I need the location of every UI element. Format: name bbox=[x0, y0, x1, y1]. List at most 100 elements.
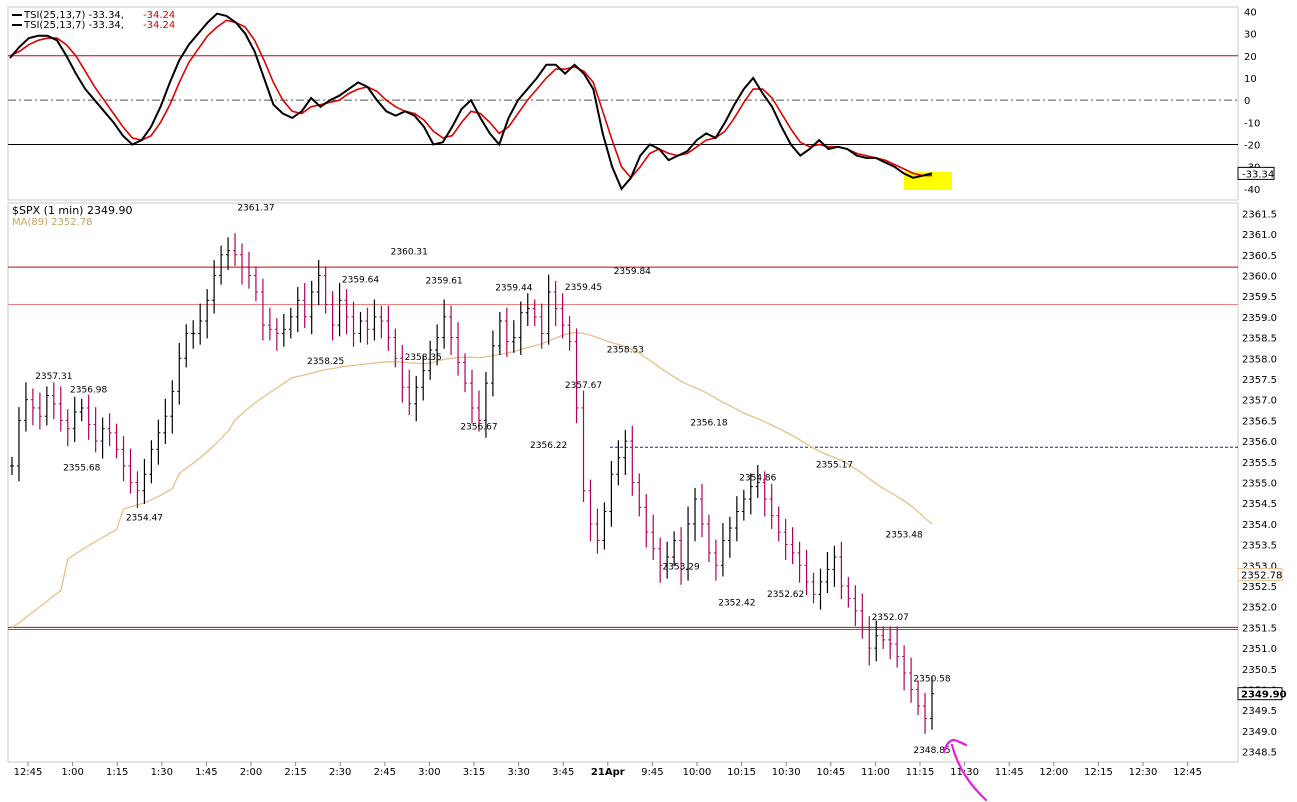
price-bar bbox=[274, 318, 279, 351]
tsi-tick-label: 10 bbox=[1244, 74, 1257, 85]
price-bar bbox=[651, 514, 656, 560]
price-bar bbox=[86, 394, 91, 440]
x-tick-label: 3:15 bbox=[463, 767, 485, 778]
price-bar bbox=[895, 626, 900, 668]
price-bar bbox=[330, 291, 335, 341]
price-bar bbox=[393, 328, 398, 368]
x-tick-label: 10:45 bbox=[816, 767, 845, 778]
price-extreme-label: 2354.86 bbox=[739, 473, 776, 483]
ma-legend: MA(89) 2352.78 bbox=[12, 217, 93, 228]
x-tick-label: 10:30 bbox=[772, 767, 801, 778]
price-bar bbox=[135, 471, 140, 509]
price-extreme-label: 2353.29 bbox=[662, 562, 699, 572]
x-tick-label: 12:45 bbox=[1173, 767, 1202, 778]
price-bar bbox=[630, 425, 635, 496]
tsi-signal-line bbox=[9, 19, 932, 180]
price-bar bbox=[511, 320, 516, 353]
price-extreme-label: 2358.25 bbox=[307, 357, 344, 367]
price-bar bbox=[79, 398, 84, 422]
price-bar bbox=[456, 322, 461, 376]
tsi-tick-label: -10 bbox=[1244, 118, 1260, 129]
price-bar bbox=[902, 645, 907, 691]
price-tick-label: 2359.0 bbox=[1242, 313, 1277, 324]
price-bar bbox=[323, 266, 328, 314]
price-panel: 2361.5 2361.0 2360.5 2360.0 2359.5 2359.0 2358… bbox=[8, 204, 1287, 759]
tsi-tick-label: 20 bbox=[1244, 52, 1257, 63]
price-bar bbox=[107, 413, 112, 447]
price-bar bbox=[923, 692, 928, 734]
price-bar bbox=[421, 355, 426, 401]
price-bar bbox=[483, 371, 488, 438]
price-bar bbox=[23, 382, 28, 432]
price-bar bbox=[867, 616, 872, 666]
price-extreme-label: 2352.62 bbox=[767, 590, 804, 600]
price-tick-label: 2353.5 bbox=[1242, 541, 1277, 552]
price-bar bbox=[156, 419, 161, 465]
price-bar bbox=[281, 313, 286, 347]
price-bar bbox=[595, 508, 600, 554]
tsi-line bbox=[9, 12, 933, 191]
x-axis: 12:45 1:00 1:15 1:30 1:45 2:00 2:15 2:30 2:45 3:0… bbox=[14, 762, 1202, 778]
price-extreme-label: 2359.61 bbox=[426, 277, 463, 287]
price-bar bbox=[588, 479, 593, 542]
price-bar bbox=[316, 260, 321, 306]
price-bar bbox=[191, 320, 196, 349]
price-bar bbox=[853, 585, 858, 627]
x-tick-label: 12:15 bbox=[1084, 767, 1113, 778]
price-bar bbox=[407, 369, 412, 416]
price-bar bbox=[414, 376, 419, 422]
price-bar bbox=[163, 398, 168, 444]
price-bar bbox=[100, 417, 105, 459]
price-bar bbox=[909, 657, 914, 703]
price-extreme-label: 2352.42 bbox=[718, 598, 755, 608]
price-bar bbox=[839, 541, 844, 600]
price-bar bbox=[372, 299, 377, 341]
price-bar bbox=[755, 465, 760, 498]
price-bar bbox=[449, 305, 454, 355]
x-tick-label: 9:45 bbox=[641, 767, 663, 778]
price-tick-label: 2354.5 bbox=[1242, 499, 1277, 510]
x-tick-label: 21Apr bbox=[591, 767, 625, 778]
price-bar bbox=[581, 390, 586, 502]
price-bar bbox=[205, 289, 210, 339]
price-tick-label: 2355.0 bbox=[1242, 479, 1277, 490]
price-bar bbox=[219, 245, 224, 285]
tsi-last-value-box bbox=[1237, 166, 1275, 180]
price-bar bbox=[497, 311, 502, 355]
price-bar bbox=[804, 549, 809, 596]
x-tick-label: 2:15 bbox=[284, 767, 306, 778]
price-extreme-label: 2356.22 bbox=[530, 441, 567, 451]
price-bar bbox=[706, 514, 711, 563]
price-tick-label: 2353.0 bbox=[1242, 561, 1277, 572]
price-bar bbox=[16, 407, 21, 482]
ma-value-box bbox=[1237, 567, 1283, 581]
x-tick-label: 2:00 bbox=[240, 767, 262, 778]
price-extreme-label: 2361.37 bbox=[237, 204, 274, 214]
price-bar bbox=[762, 471, 767, 517]
price-bar bbox=[783, 518, 788, 560]
price-bar bbox=[435, 324, 440, 366]
price-bar bbox=[198, 303, 203, 345]
price-extreme-label: 2359.45 bbox=[565, 283, 602, 293]
price-bar bbox=[65, 409, 70, 447]
price-bar bbox=[518, 301, 523, 355]
price-bar bbox=[616, 440, 621, 486]
price-bar bbox=[846, 576, 851, 608]
price-tick-label: 2358.5 bbox=[1242, 334, 1277, 345]
price-bar bbox=[560, 293, 565, 339]
x-tick-label: 3:45 bbox=[552, 767, 574, 778]
last-price-box bbox=[1237, 687, 1283, 701]
price-tick-label: 2357.5 bbox=[1242, 375, 1277, 386]
price-extreme-label: 2356.98 bbox=[70, 386, 107, 396]
price-extreme-label: 2350.58 bbox=[913, 675, 950, 685]
price-bar bbox=[553, 280, 558, 326]
price-bar bbox=[240, 243, 244, 285]
price-bar bbox=[233, 233, 238, 266]
price-bar bbox=[874, 620, 879, 662]
tsi-legend-text: TSI(25,13,7) -33.34, bbox=[23, 10, 124, 21]
price-extreme-label: 2358.35 bbox=[405, 353, 442, 363]
price-bar bbox=[267, 307, 272, 341]
price-extreme-label: 2353.48 bbox=[886, 530, 923, 540]
tsi-tick-label: 0 bbox=[1244, 96, 1250, 107]
